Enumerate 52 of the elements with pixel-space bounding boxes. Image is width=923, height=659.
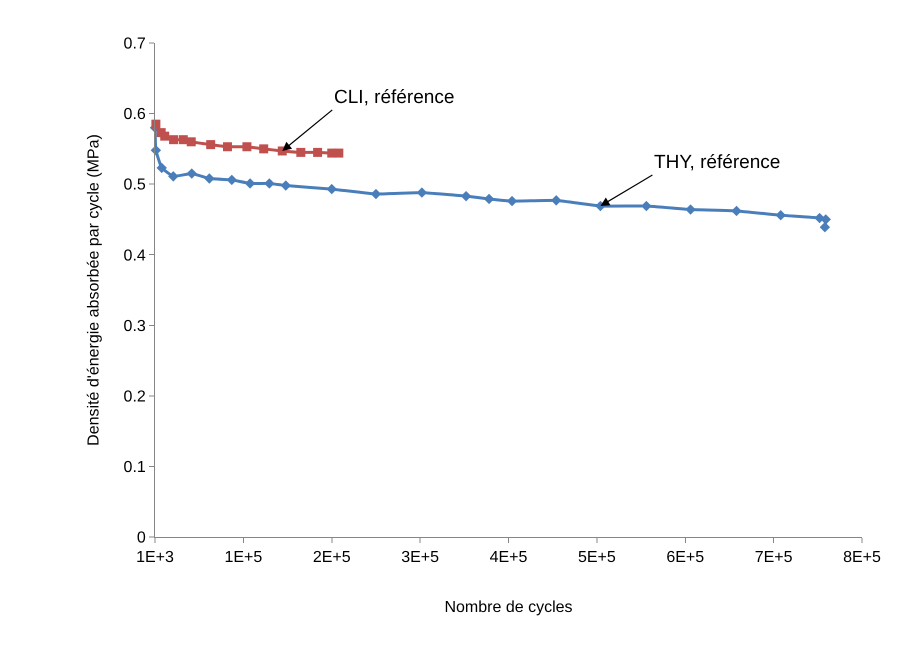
point xyxy=(264,178,275,189)
y-tick-label: 0.3 xyxy=(124,318,146,335)
point xyxy=(313,148,322,157)
point xyxy=(244,178,256,189)
x-tick-label: 4E+5 xyxy=(490,549,528,566)
y-tick-label: 0.2 xyxy=(124,388,146,406)
point xyxy=(334,148,344,158)
x-tick-label: 5E+5 xyxy=(578,549,616,566)
point xyxy=(168,171,178,182)
y-tick-label: 0 xyxy=(136,530,146,547)
y-axis-title: Densité d'énergie absorbée par cycle (MPa) xyxy=(85,134,102,446)
point xyxy=(820,222,830,232)
y-tick-label: 0.6 xyxy=(124,106,146,124)
x-tick-label: 8E+5 xyxy=(843,549,882,566)
point xyxy=(416,187,428,198)
point xyxy=(296,148,306,157)
point xyxy=(280,180,291,191)
point xyxy=(776,210,786,220)
annotation: THY, référence xyxy=(654,152,780,173)
x-tick-label: 1E+3 xyxy=(136,549,174,566)
point xyxy=(169,135,178,144)
point xyxy=(160,132,170,141)
point xyxy=(484,194,494,204)
point xyxy=(326,184,337,194)
point xyxy=(506,196,518,206)
point xyxy=(186,137,196,146)
point xyxy=(641,200,652,212)
x-tick-label: 1E+5 xyxy=(224,549,262,566)
y-tick-label: 0.7 xyxy=(124,36,146,53)
x-axis-title: Nombre de cycles xyxy=(444,598,573,616)
point xyxy=(186,168,197,179)
point xyxy=(685,204,696,215)
point xyxy=(206,140,216,150)
x-tick-label: 7E+5 xyxy=(754,549,793,566)
x-tick-label: 6E+5 xyxy=(666,549,704,566)
annotation: CLI, référence xyxy=(334,87,454,108)
y-tick-label: 0.1 xyxy=(124,459,146,476)
point xyxy=(156,162,167,174)
point xyxy=(820,214,831,225)
point xyxy=(460,190,472,202)
point xyxy=(222,142,232,152)
point xyxy=(226,174,237,186)
point xyxy=(731,206,742,216)
x-tick-label: 2E+5 xyxy=(312,549,351,566)
point xyxy=(370,188,382,200)
x-tick-label: 3E+5 xyxy=(401,549,440,566)
point xyxy=(204,173,215,184)
point xyxy=(551,195,562,206)
y-tick-label: 0.5 xyxy=(124,176,146,194)
y-tick-label: 0.4 xyxy=(124,247,146,264)
point xyxy=(259,144,268,154)
point xyxy=(242,142,252,152)
